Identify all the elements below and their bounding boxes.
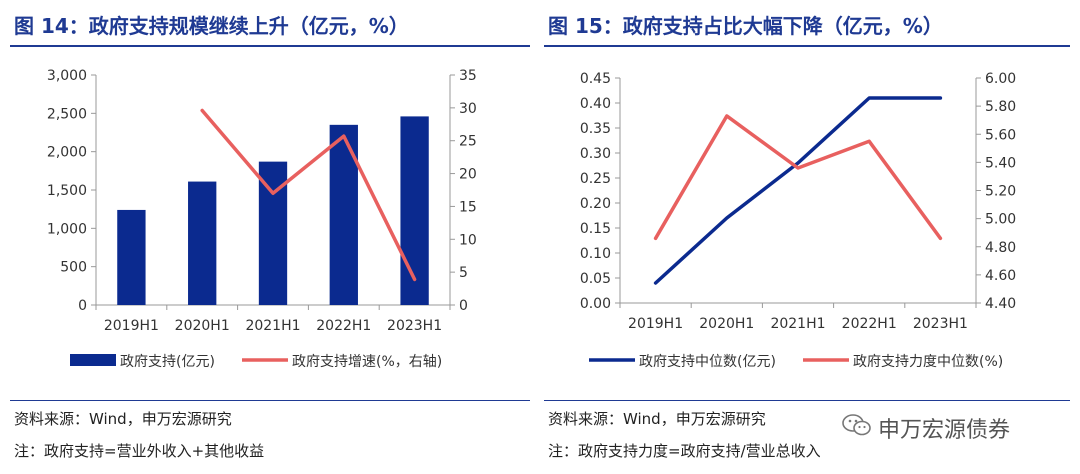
y-tick-label-right: 15 [459, 199, 477, 215]
right-panel: 图 15：政府支持占比大幅下降（亿元，%） 0.00 0.05 0.10 0.15 0.… [544, 0, 1070, 474]
y-tick-label-right: 6.00 [985, 71, 1016, 87]
series-line [653, 114, 943, 241]
title-rule [544, 45, 1070, 47]
chart-title: 图 14：政府支持规模继续上升（亿元，%） [14, 14, 409, 38]
y-tick-label-left: 1,000 [47, 221, 87, 237]
bar [117, 209, 146, 305]
y-tick-label-left: 0 [78, 298, 87, 314]
bar [400, 116, 429, 306]
y-tick-label-left: 0.10 [580, 246, 611, 262]
left-panel: 图 14：政府支持规模继续上升（亿元，%） 0 500 1,000 1,500 2,00… [10, 0, 530, 474]
source-rule [10, 400, 530, 401]
legend-label: 政府支持(亿元) [120, 354, 215, 370]
y-tick-label-right: 35 [459, 68, 477, 84]
title-rule [10, 45, 530, 47]
y-tick-label-left: 500 [60, 260, 87, 276]
bar-line-chart: 0 500 1,000 1,500 2,000 2,500 3,000 0 5 10 15 20 25 3… [47, 68, 477, 370]
y-tick-label-left: 2,000 [47, 145, 87, 161]
x-tick-label: 2019H1 [628, 316, 683, 332]
y-tick-label-left: 2,500 [47, 106, 87, 122]
y-tick-label-right: 5 [459, 265, 468, 281]
y-tick-label-right: 5.00 [985, 212, 1016, 228]
source-text: 资料来源：Wind，申万宏源研究 [548, 410, 766, 428]
dual-line-chart: 0.00 0.05 0.10 0.15 0.20 0.25 0.30 0.35 0.40 0.45… [580, 71, 1016, 370]
watermark-text: 申万宏源债券 [878, 418, 1011, 443]
y-tick-label-right: 10 [459, 232, 477, 248]
source-text: 资料来源：Wind，申万宏源研究 [14, 410, 232, 428]
y-tick-label-right: 5.60 [985, 127, 1016, 143]
y-tick-label-right: 20 [459, 167, 477, 183]
x-tick-label: 2020H1 [699, 316, 754, 332]
y-tick-label-left: 0.25 [580, 171, 611, 187]
wechat-icon [842, 414, 871, 436]
y-tick-label-right: 30 [459, 101, 477, 117]
source-rule [544, 400, 1070, 401]
y-tick-label-left: 0.15 [580, 221, 611, 237]
y-tick-label-left: 1,500 [47, 183, 87, 199]
y-tick-label-left: 0.30 [580, 146, 611, 162]
y-tick-label-right: 4.60 [985, 268, 1016, 284]
series-line [653, 96, 943, 285]
x-tick-label: 2019H1 [104, 318, 159, 334]
legend-label: 政府支持力度中位数(%) [853, 354, 1003, 370]
y-tick-label-left: 3,000 [47, 68, 87, 84]
x-tick-label: 2022H1 [842, 316, 897, 332]
legend-label: 政府支持增速(%，右轴) [292, 354, 442, 370]
x-tick-label: 2020H1 [175, 318, 230, 334]
y-tick-label-right: 4.80 [985, 240, 1016, 256]
legend-label: 政府支持中位数(亿元) [639, 354, 776, 370]
y-tick-label-right: 5.20 [985, 184, 1016, 200]
x-tick-label: 2021H1 [770, 316, 825, 332]
bar [329, 124, 358, 305]
x-tick-label: 2021H1 [245, 318, 300, 334]
y-tick-label-left: 0.00 [580, 296, 611, 312]
y-tick-label-left: 0.20 [580, 196, 611, 212]
series-line [200, 108, 417, 282]
y-tick-label-left: 0.05 [580, 271, 611, 287]
y-tick-label-left: 0.35 [580, 121, 611, 137]
y-tick-label-right: 5.40 [985, 155, 1016, 171]
chart-title: 图 15：政府支持占比大幅下降（亿元，%） [548, 14, 943, 38]
y-tick-label-right: 5.80 [985, 99, 1016, 115]
note-text: 注：政府支持力度=政府支持/营业总收入 [548, 442, 821, 460]
x-tick-label: 2022H1 [316, 318, 371, 334]
legend-swatch [70, 354, 116, 366]
x-tick-label: 2023H1 [387, 318, 442, 334]
x-tick-label: 2023H1 [913, 316, 968, 332]
y-tick-label-right: 4.40 [985, 296, 1016, 312]
y-tick-label-left: 0.45 [580, 71, 611, 87]
y-tick-label-left: 0.40 [580, 96, 611, 112]
note-text: 注：政府支持=营业外收入+其他收益 [14, 442, 265, 460]
bar [188, 181, 217, 305]
y-tick-label-right: 25 [459, 134, 477, 150]
y-tick-label-right: 0 [459, 298, 468, 314]
